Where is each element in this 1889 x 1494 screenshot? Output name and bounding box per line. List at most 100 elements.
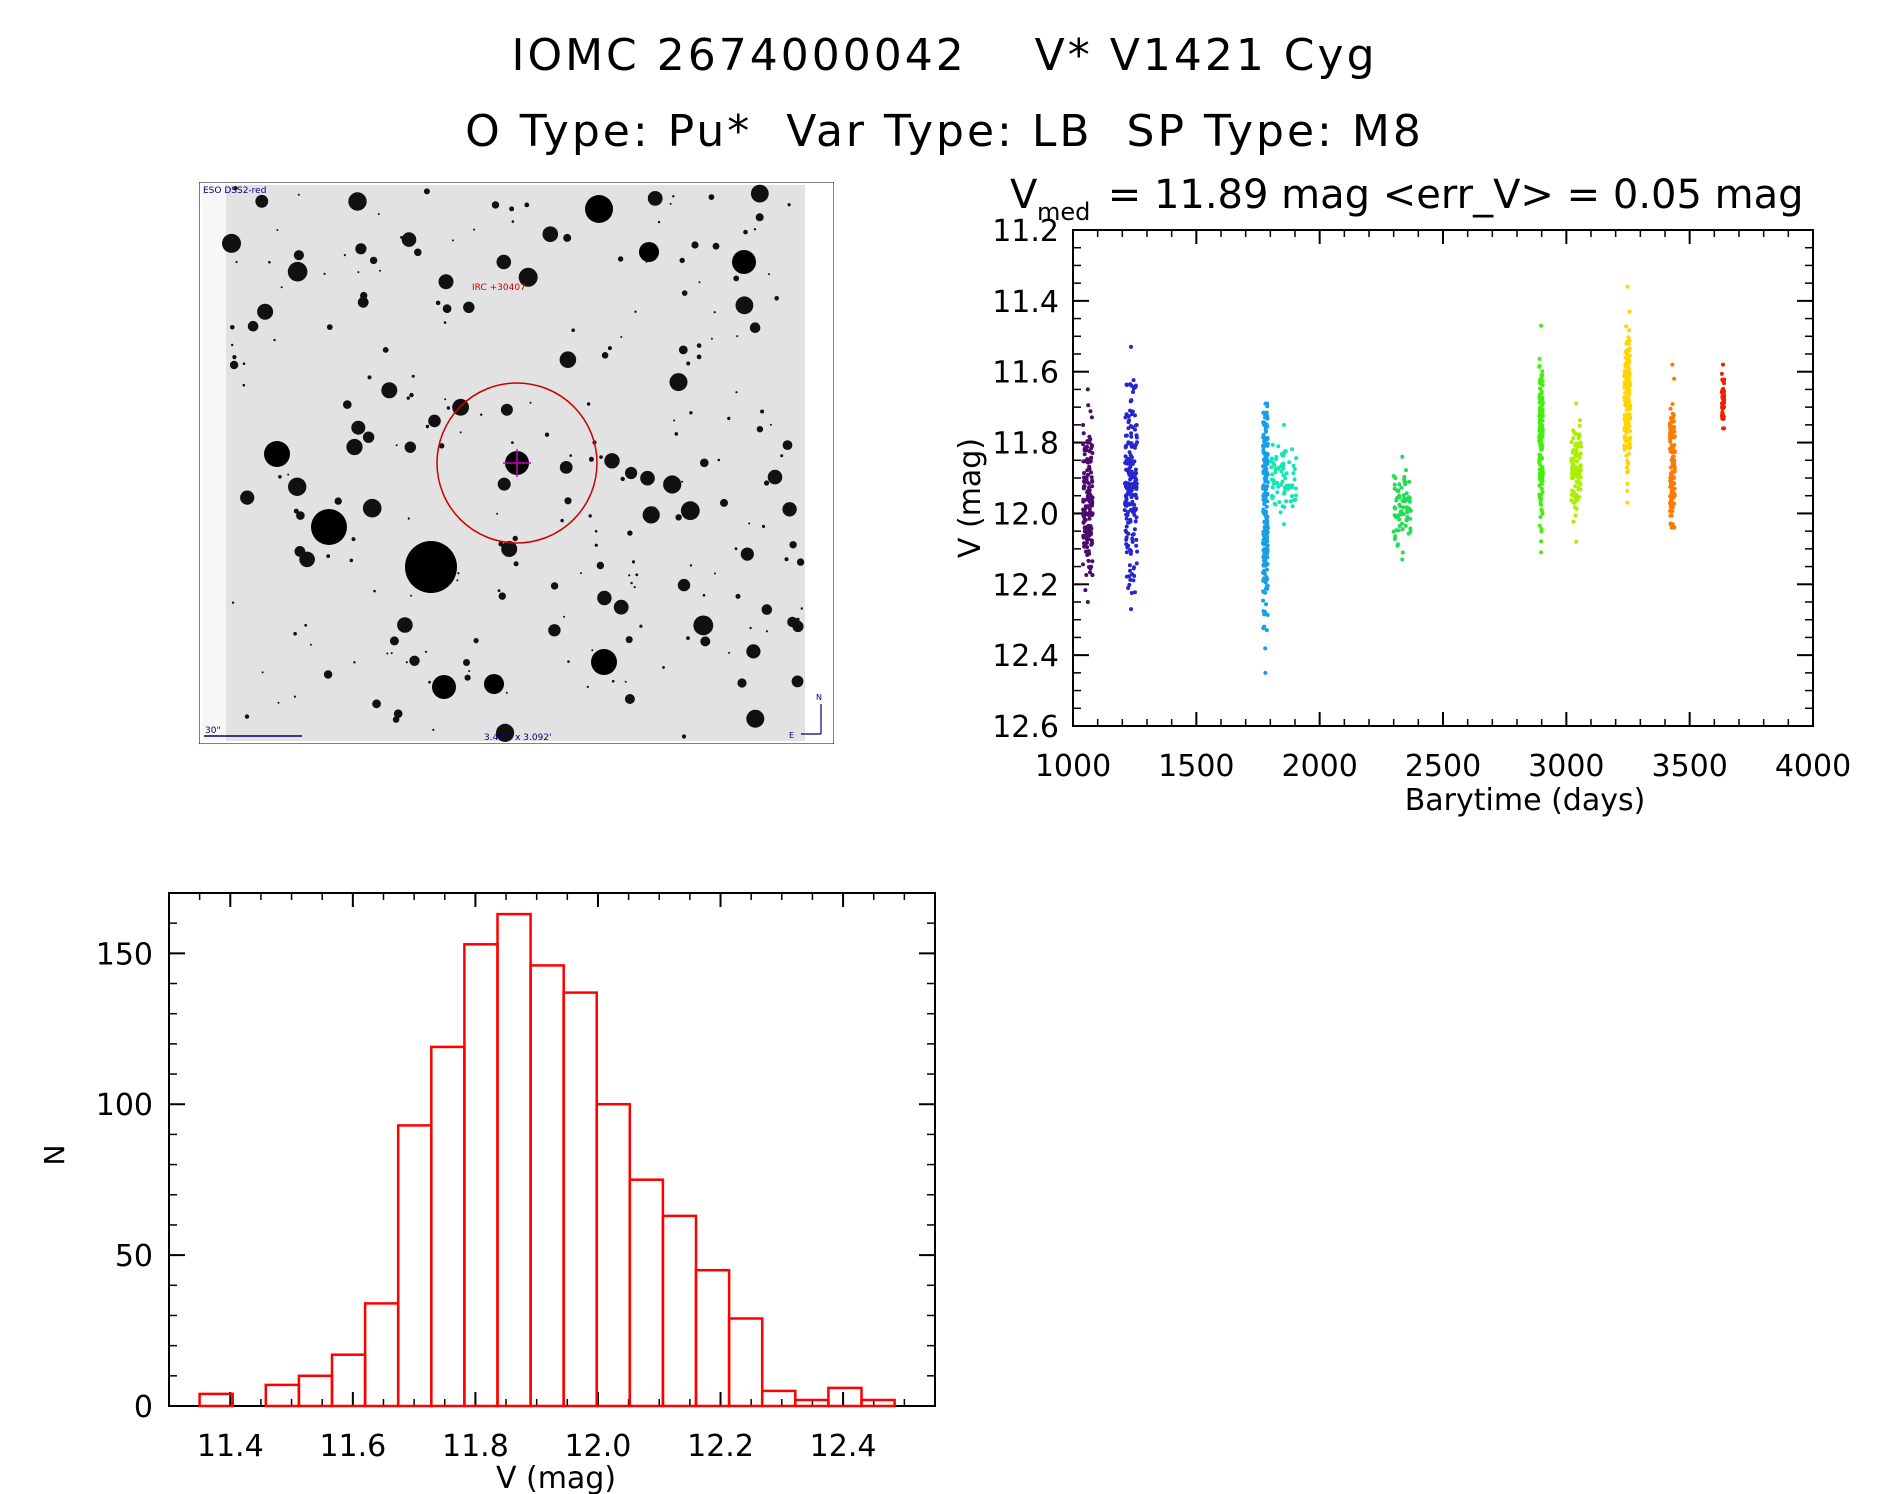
- lc-point: [1135, 485, 1139, 489]
- lc-point: [1393, 483, 1397, 487]
- hist-y-tick-label: 0: [134, 1390, 153, 1425]
- lc-point: [1275, 490, 1279, 494]
- lc-point: [1570, 440, 1574, 444]
- lc-point: [1623, 428, 1627, 432]
- lc-point: [1280, 452, 1284, 456]
- lc-point-extreme: [1574, 540, 1578, 544]
- lc-point: [1403, 497, 1407, 501]
- lc-point: [1264, 425, 1268, 429]
- lc-point: [1085, 448, 1089, 452]
- lc-point: [1289, 500, 1293, 504]
- lc-point: [1269, 465, 1273, 469]
- lc-point: [1721, 417, 1725, 421]
- lc-point: [1264, 451, 1268, 455]
- histogram-bar: [464, 944, 497, 1406]
- lc-point: [1090, 415, 1094, 419]
- lc-point: [1126, 487, 1130, 491]
- lc-point: [1132, 459, 1136, 463]
- hist-y-axis-label: N: [38, 1145, 71, 1166]
- lc-point: [1090, 538, 1094, 542]
- lc-point: [1539, 496, 1543, 500]
- lc-point: [1265, 438, 1269, 442]
- lc-point: [1089, 409, 1093, 413]
- lc-point: [1407, 509, 1411, 513]
- lc-point: [1626, 424, 1630, 428]
- lc-point: [1627, 328, 1631, 332]
- lc-point: [1262, 520, 1266, 524]
- lc-point: [1264, 492, 1268, 496]
- histogram-bar: [564, 993, 597, 1406]
- lc-point: [1262, 445, 1266, 449]
- lc-point: [1626, 469, 1630, 473]
- lc-point: [1135, 436, 1139, 440]
- lc-point: [1089, 565, 1093, 569]
- hist-x-tick-label: 11.4: [197, 1429, 264, 1464]
- lc-point: [1261, 436, 1265, 440]
- lc-point: [1081, 562, 1085, 566]
- lc-point: [1262, 542, 1266, 546]
- lc-point: [1276, 444, 1280, 448]
- lc-point-extreme: [1625, 501, 1629, 505]
- lc-point: [1287, 460, 1291, 464]
- lc-point: [1293, 467, 1297, 471]
- lc-point: [1266, 530, 1270, 534]
- lc-point: [1577, 432, 1581, 436]
- lc-point: [1127, 583, 1131, 587]
- lc-point: [1624, 356, 1628, 360]
- lc-point: [1085, 553, 1089, 557]
- lc-point: [1129, 384, 1133, 388]
- lc-point: [1392, 474, 1396, 478]
- lc-point: [1272, 482, 1276, 486]
- lc-point: [1537, 460, 1541, 464]
- lc-point: [1626, 389, 1630, 393]
- lc-point: [1720, 390, 1724, 394]
- lc-point: [1401, 527, 1405, 531]
- lc-plot-frame: [1073, 230, 1813, 726]
- lc-point: [1394, 528, 1398, 532]
- lc-point: [1128, 563, 1132, 567]
- lc-point-extreme: [1400, 455, 1404, 459]
- lc-point: [1627, 375, 1631, 379]
- histogram-bar: [630, 1180, 663, 1406]
- lc-point: [1539, 399, 1543, 403]
- lc-point: [1670, 510, 1674, 514]
- lc-point: [1085, 468, 1089, 472]
- lc-point: [1262, 569, 1266, 573]
- hist-x-tick-label: 12.2: [687, 1429, 754, 1464]
- lc-point: [1541, 430, 1545, 434]
- lc-point: [1261, 464, 1265, 468]
- lc-point: [1538, 524, 1542, 528]
- lc-y-tick-label: 11.6: [992, 356, 1059, 391]
- hist-x-tick-label: 12.4: [810, 1429, 877, 1464]
- lc-point: [1130, 591, 1134, 595]
- lc-point: [1624, 454, 1628, 458]
- lc-point: [1262, 421, 1266, 425]
- lc-x-tick-label: 1500: [1158, 749, 1234, 784]
- lc-point: [1402, 493, 1406, 497]
- lc-point: [1294, 456, 1298, 460]
- lc-point: [1125, 535, 1129, 539]
- lc-point: [1125, 550, 1129, 554]
- lc-x-tick-label: 1000: [1035, 749, 1111, 784]
- hist-x-tick-label: 11.8: [442, 1429, 509, 1464]
- lc-point: [1673, 434, 1677, 438]
- histogram-bar: [696, 1270, 729, 1406]
- lc-point: [1085, 490, 1089, 494]
- lc-point: [1279, 483, 1283, 487]
- lc-point-extreme: [1263, 402, 1267, 406]
- lc-point: [1131, 540, 1135, 544]
- lc-point: [1672, 455, 1676, 459]
- lc-point: [1404, 524, 1408, 528]
- lc-point: [1577, 486, 1581, 490]
- lc-point: [1578, 424, 1582, 428]
- hist-x-tick-label: 12.0: [565, 1429, 632, 1464]
- lc-point: [1133, 527, 1137, 531]
- lc-point: [1263, 534, 1267, 538]
- lc-point: [1541, 470, 1545, 474]
- histogram-bar: [365, 1303, 398, 1406]
- lc-point: [1672, 494, 1676, 498]
- lc-point: [1084, 504, 1088, 508]
- lc-point: [1125, 517, 1129, 521]
- lc-point: [1670, 475, 1674, 479]
- lc-point: [1134, 519, 1138, 523]
